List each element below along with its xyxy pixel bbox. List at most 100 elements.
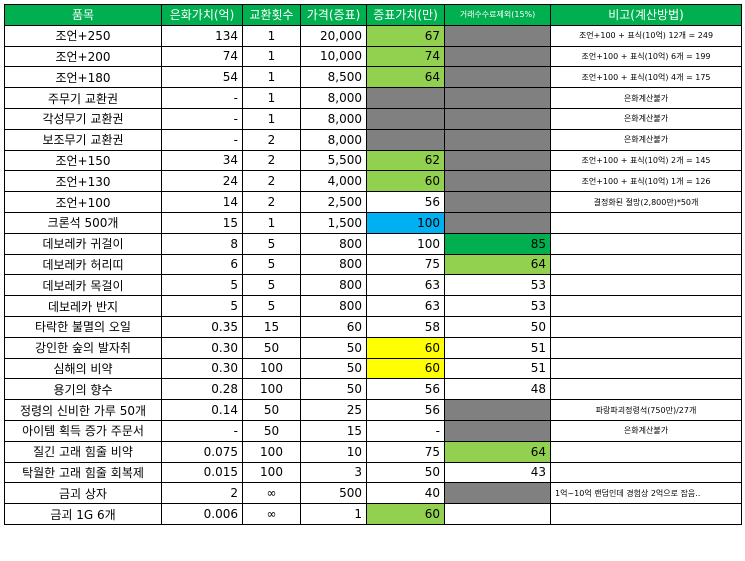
cell-fee-excluded: 51 [444,357,551,380]
cell-trade-count: 100 [242,461,301,484]
cell-note: 조언+100 + 표식(10억) 2개 = 145 [550,149,742,172]
cell-note: 은화계산불가 [550,419,742,442]
cell-silver-value: 34 [161,149,243,172]
cell-fee-excluded [444,170,551,193]
table-row: 조언+100 14 2 2,500 56 결정화된 절망(2,800만)*50개 [4,191,742,213]
cell-item: 아이템 획득 증가 주문서 [4,419,162,442]
cell-token-value [366,107,445,130]
cell-silver-value: 0.35 [161,315,243,338]
cell-silver-value: 0.14 [161,399,243,421]
cell-price: 8,000 [300,87,367,109]
cell-silver-value: 134 [161,24,243,47]
cell-token-value: 100 [366,232,445,255]
table-row: 조언+180 54 1 8,500 64 조언+100 + 표식(10억) 4개 = 17… [4,66,742,89]
cell-price: 50 [300,336,367,359]
cell-item: 크론석 500개 [4,211,162,234]
table-row: 강인한 숲의 발자취 0.30 50 50 60 51 [4,336,742,359]
table-row: 타락한 불멸의 오일 0.35 15 60 58 50 [4,315,742,338]
cell-silver-value: 0.075 [161,440,243,463]
cell-item: 조언+250 [4,24,162,47]
cell-price: 800 [300,295,367,317]
cell-token-value: 75 [366,253,445,276]
cell-item: 금괴 상자 [4,482,162,505]
exchange-table: 품목 은화가치(억) 교환횟수 가격(증표) 증표가치(만) 거래수수료제외(1… [4,4,742,525]
cell-note [550,503,742,525]
cell-note [550,336,742,359]
cell-silver-value: 14 [161,191,243,213]
cell-token-value: 63 [366,274,445,297]
cell-fee-excluded [444,211,551,234]
cell-price: 1,500 [300,211,367,234]
cell-price: 60 [300,315,367,338]
table-row: 심해의 비약 0.30 100 50 60 51 [4,357,742,380]
cell-note: 조언+100 + 표식(10억) 4개 = 175 [550,66,742,89]
cell-note: 파랑파괴정령석(750만)/27개 [550,399,742,421]
cell-price: 3 [300,461,367,484]
cell-item: 조언+180 [4,66,162,89]
header-token-value: 증표가치(만) [366,4,445,26]
cell-fee-excluded [444,45,551,68]
table-row: 금괴 1G 6개 0.006 ∞ 1 60 [4,503,742,525]
cell-silver-value: 5 [161,295,243,317]
cell-price: 1 [300,503,367,525]
table-row: 질긴 고래 힘줄 비약 0.075 100 10 75 64 [4,440,742,463]
cell-silver-value: - [161,419,243,442]
cell-trade-count: 2 [242,191,301,213]
cell-silver-value: 74 [161,45,243,68]
cell-trade-count: 1 [242,66,301,89]
cell-silver-value: 24 [161,170,243,193]
cell-silver-value: 0.28 [161,378,243,401]
cell-price: 20,000 [300,24,367,47]
cell-token-value: 58 [366,315,445,338]
cell-fee-excluded: 51 [444,336,551,359]
cell-fee-excluded [444,24,551,47]
header-price: 가격(증표) [300,4,367,26]
cell-fee-excluded [444,107,551,130]
cell-silver-value: 0.30 [161,336,243,359]
cell-trade-count: 50 [242,336,301,359]
cell-token-value: 56 [366,378,445,401]
cell-note: 은화계산불가 [550,128,742,151]
cell-trade-count: 1 [242,24,301,47]
cell-silver-value: - [161,107,243,130]
cell-price: 5,500 [300,149,367,172]
cell-token-value: - [366,419,445,442]
cell-silver-value: 2 [161,482,243,505]
cell-fee-excluded [444,419,551,442]
cell-trade-count: 50 [242,419,301,442]
cell-fee-excluded: 50 [444,315,551,338]
cell-trade-count: 2 [242,149,301,172]
table-row: 데보레카 목걸이 5 5 800 63 53 [4,274,742,297]
cell-silver-value: - [161,87,243,109]
cell-token-value: 63 [366,295,445,317]
cell-silver-value: 8 [161,232,243,255]
cell-note: 결정화된 절망(2,800만)*50개 [550,191,742,213]
cell-price: 500 [300,482,367,505]
cell-price: 50 [300,357,367,380]
cell-token-value [366,87,445,109]
cell-silver-value: 0.006 [161,503,243,525]
cell-note [550,440,742,463]
cell-trade-count: 5 [242,232,301,255]
cell-item: 질긴 고래 힘줄 비약 [4,440,162,463]
table-row: 탁월한 고래 힘줄 회복제 0.015 100 3 50 43 [4,461,742,484]
cell-fee-excluded: 64 [444,440,551,463]
cell-price: 2,500 [300,191,367,213]
cell-silver-value: 0.015 [161,461,243,484]
cell-item: 데보레카 목걸이 [4,274,162,297]
cell-token-value: 62 [366,149,445,172]
cell-item: 각성무기 교환권 [4,107,162,130]
cell-token-value: 67 [366,24,445,47]
cell-silver-value: - [161,128,243,151]
cell-token-value: 60 [366,357,445,380]
cell-note [550,461,742,484]
table-row: 각성무기 교환권 -1 8,000 은화계산불가 [4,107,742,130]
cell-item: 정령의 신비한 가루 50개 [4,399,162,421]
cell-trade-count: ∞ [242,503,301,525]
cell-trade-count: 5 [242,274,301,297]
cell-note: 조언+100 + 표식(10억) 6개 = 199 [550,45,742,68]
cell-token-value: 56 [366,399,445,421]
cell-trade-count: 15 [242,315,301,338]
cell-note [550,232,742,255]
cell-fee-excluded: 48 [444,378,551,401]
